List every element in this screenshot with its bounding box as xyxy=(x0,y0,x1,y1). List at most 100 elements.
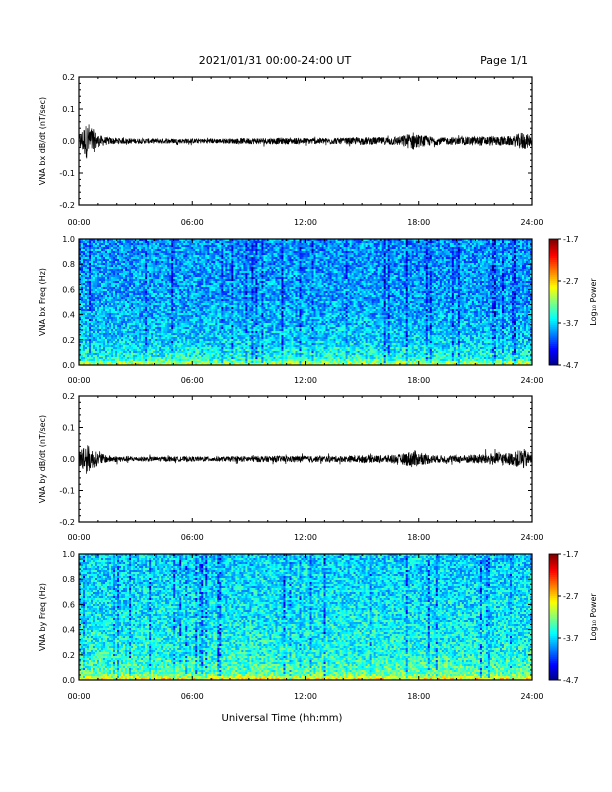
spectrogram-cell xyxy=(432,247,434,249)
spectrogram-cell xyxy=(137,245,139,247)
spectrogram-cell xyxy=(308,241,310,243)
spectrogram-cell xyxy=(203,247,205,249)
spectrogram-cell xyxy=(273,245,275,247)
spectrogram-cell xyxy=(344,243,346,245)
spectrogram-cell xyxy=(215,243,217,245)
spectrogram-cell xyxy=(245,243,247,245)
spectrogram-cell xyxy=(354,241,356,243)
spectrogram-cell xyxy=(103,247,105,249)
spectrogram-cell xyxy=(221,247,223,249)
spectrogram-cell xyxy=(512,241,514,243)
spectrogram-cell xyxy=(237,241,239,243)
spectrogram-cell xyxy=(354,247,356,249)
spectrogram-cell xyxy=(338,247,340,249)
spectrogram-cell xyxy=(310,245,312,247)
spectrogram-cell xyxy=(123,247,125,249)
spectrogram-cell xyxy=(267,245,269,247)
spectrogram-cell xyxy=(398,241,400,243)
spectrogram-cell xyxy=(458,247,460,249)
spectrogram-cell xyxy=(348,243,350,245)
spectrogram-cell xyxy=(109,245,111,247)
spectrogram-cell xyxy=(289,247,291,249)
spectrogram-cell xyxy=(318,243,320,245)
spectrogram-cell xyxy=(442,245,444,247)
spectrogram-cell xyxy=(350,243,352,245)
spectrogram-cell xyxy=(444,247,446,249)
spectrogram-cell xyxy=(336,243,338,245)
spectrogram-cell xyxy=(157,241,159,243)
x-tick-label: 06:00 xyxy=(181,218,204,227)
spectrogram-cell xyxy=(356,247,358,249)
spectrogram-cell xyxy=(247,243,249,245)
spectrogram-cell xyxy=(354,245,356,247)
spectrogram-cell xyxy=(145,243,147,245)
spectrogram-cell xyxy=(155,243,157,245)
bx-waveform-axes: 00:00 06:00 12:00 18:00 24:000.20.10.0-0.1-0… xyxy=(38,73,544,227)
spectrogram-cell xyxy=(436,245,438,247)
spectrogram-cell xyxy=(301,247,303,249)
spectrogram-cell xyxy=(474,243,476,245)
spectrogram-cell xyxy=(492,241,494,243)
spectrogram-cell xyxy=(402,247,404,249)
spectrogram-cell xyxy=(446,241,448,243)
spectrogram-cell xyxy=(251,245,253,247)
spectrogram-cell xyxy=(382,245,384,247)
spectrogram-cell xyxy=(151,247,153,249)
y-tick-label: -0.1 xyxy=(59,169,75,178)
spectrogram-cell xyxy=(428,241,430,243)
spectrogram-cell xyxy=(113,241,115,243)
spectrogram-cell xyxy=(344,247,346,249)
spectrogram-cell xyxy=(217,245,219,247)
spectrogram-cell xyxy=(277,243,279,245)
spectrogram-cell xyxy=(434,245,436,247)
spectrogram-cell xyxy=(488,245,490,247)
spectrogram-cell xyxy=(223,247,225,249)
spectrogram-cell xyxy=(113,245,115,247)
spectrogram-cell xyxy=(452,247,454,249)
spectrogram-cell xyxy=(386,247,388,249)
spectrogram-cell xyxy=(400,247,402,249)
spectrogram-cell xyxy=(448,243,450,245)
spectrogram-cell xyxy=(360,243,362,245)
spectrogram-cell xyxy=(207,243,209,245)
spectrogram-cell xyxy=(295,241,297,243)
spectrogram-cell xyxy=(255,247,257,249)
spectrogram-cell xyxy=(297,241,299,243)
spectrogram-cell xyxy=(291,241,293,243)
spectrogram-cell xyxy=(81,243,83,245)
spectrogram-cell xyxy=(295,247,297,249)
spectrogram-cell xyxy=(320,241,322,243)
spectrogram-cell xyxy=(149,243,151,245)
spectrogram-cell xyxy=(95,245,97,247)
spectrogram-cell xyxy=(209,241,211,243)
spectrogram-cell xyxy=(346,247,348,249)
spectrogram-cell xyxy=(348,241,350,243)
spectrogram-cell xyxy=(299,245,301,247)
spectrogram-cell xyxy=(141,243,143,245)
spectrogram-cell xyxy=(504,241,506,243)
spectrogram-cell xyxy=(167,249,169,251)
spectrogram-cell xyxy=(211,247,213,249)
spectrogram-cell xyxy=(163,249,165,251)
spectrogram-cell xyxy=(414,245,416,247)
spectrogram-cell xyxy=(526,245,528,247)
spectrogram-cell xyxy=(382,247,384,249)
spectrogram-cell xyxy=(460,241,462,243)
spectrogram-cell xyxy=(133,241,135,243)
spectrogram-cell xyxy=(464,247,466,249)
spectrogram-cell xyxy=(382,243,384,245)
spectrogram-cell xyxy=(452,241,454,243)
spectrogram-cell xyxy=(332,241,334,243)
spectrogram-cell xyxy=(173,249,175,251)
spectrogram-cell xyxy=(518,243,520,245)
spectrogram-cell xyxy=(123,249,125,251)
spectrogram-cell xyxy=(109,247,111,249)
spectrogram-cell xyxy=(388,245,390,247)
spectrogram-cell xyxy=(492,245,494,247)
spectrogram-cell xyxy=(217,241,219,243)
spectrogram-cell xyxy=(171,243,173,245)
spectrogram-cell xyxy=(281,241,283,243)
spectrogram-cell xyxy=(209,247,211,249)
spectrogram-cell xyxy=(193,243,195,245)
spectrogram-cell xyxy=(231,245,233,247)
